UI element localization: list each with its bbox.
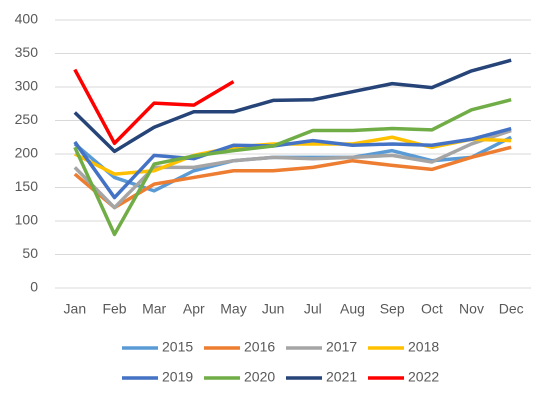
x-tick-label: Nov (459, 301, 484, 317)
x-tick-label: Jan (64, 301, 87, 317)
legend-label: 2017 (326, 339, 357, 355)
y-tick-label: 250 (15, 111, 39, 127)
y-tick-label: 300 (15, 78, 39, 94)
x-tick-label: Feb (102, 301, 126, 317)
y-tick-label: 150 (15, 178, 39, 194)
x-tick-label: Mar (142, 301, 166, 317)
legend-label: 2019 (162, 369, 193, 385)
series-line (73, 58, 512, 154)
x-tick-label: Dec (499, 301, 524, 317)
x-tick-label: Sep (380, 301, 405, 317)
x-tick-label: Oct (421, 301, 443, 317)
series-line (73, 145, 512, 210)
series-line (73, 98, 512, 237)
y-tick-label: 200 (15, 145, 39, 161)
legend-label: 2018 (408, 339, 439, 355)
legend-label: 2021 (326, 369, 357, 385)
legend-label: 2020 (244, 369, 275, 385)
legend-label: 2016 (244, 339, 275, 355)
series-line (73, 126, 512, 200)
y-tick-label: 100 (15, 212, 39, 228)
y-tick-label: 350 (15, 44, 39, 60)
x-tick-label: Jul (304, 301, 322, 317)
x-tick-label: Aug (340, 301, 365, 317)
legend-label: 2022 (408, 369, 439, 385)
series-line (73, 68, 235, 146)
x-tick-label: Apr (183, 301, 205, 317)
y-tick-label: 50 (22, 245, 38, 261)
legend-label: 2015 (162, 339, 193, 355)
x-tick-label: Jun (262, 301, 285, 317)
y-tick-label: 0 (30, 279, 38, 295)
y-tick-label: 400 (15, 11, 39, 27)
x-tick-label: May (220, 301, 246, 317)
